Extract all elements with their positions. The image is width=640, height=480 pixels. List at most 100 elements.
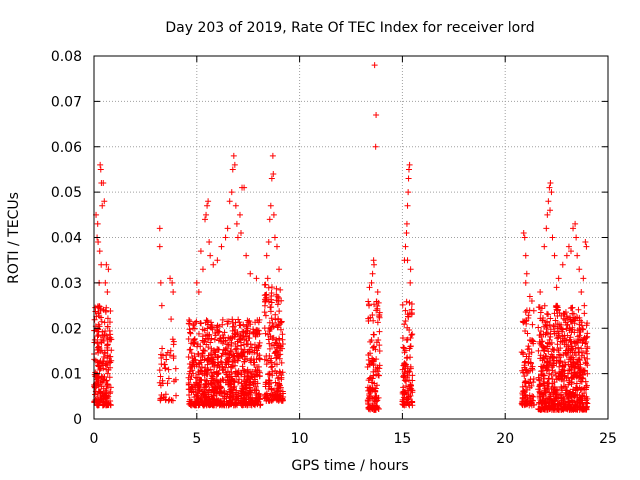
data-point (208, 380, 215, 387)
data-point (101, 198, 108, 205)
data-point (106, 319, 113, 326)
data-point (567, 388, 574, 395)
data-point (371, 331, 378, 338)
data-point (221, 400, 228, 407)
data-point (407, 365, 414, 372)
data-point (374, 288, 381, 295)
data-point (243, 252, 250, 259)
data-point (96, 366, 103, 373)
data-point (374, 364, 381, 371)
data-point (100, 180, 107, 187)
data-point (104, 402, 111, 409)
data-point (186, 391, 193, 398)
data-point (399, 366, 406, 373)
data-point (535, 347, 542, 354)
data-point (231, 161, 238, 168)
data-point (104, 362, 111, 369)
data-point (241, 346, 248, 353)
data-point (222, 337, 229, 344)
data-point (214, 397, 221, 404)
data-point (563, 352, 570, 359)
data-point (156, 225, 163, 232)
data-point (265, 284, 272, 291)
data-point (253, 344, 260, 351)
data-point (265, 331, 272, 338)
data-point (276, 396, 283, 403)
x-tick-label: 25 (599, 431, 617, 447)
data-point (204, 318, 211, 325)
data-point (521, 373, 528, 380)
data-point (571, 329, 578, 336)
data-point (279, 397, 286, 404)
data-point (403, 298, 410, 305)
data-point (267, 202, 274, 209)
y-tick-label: 0.06 (51, 140, 82, 156)
data-point (216, 323, 223, 330)
data-point (256, 339, 263, 346)
y-tick-label: 0.02 (51, 321, 82, 337)
data-point (368, 279, 375, 286)
data-point (159, 345, 166, 352)
data-point (547, 315, 554, 322)
data-point (374, 319, 381, 326)
data-point (275, 297, 282, 304)
data-point (195, 288, 202, 295)
data-point (372, 346, 379, 353)
data-point (210, 402, 217, 409)
data-point (158, 395, 165, 402)
data-point (369, 355, 376, 362)
data-point (545, 348, 552, 355)
data-point (276, 368, 283, 375)
data-point (368, 405, 375, 412)
data-point (159, 352, 166, 359)
data-point (270, 211, 277, 218)
data-point (202, 216, 209, 223)
data-point (275, 316, 282, 323)
data-point (543, 310, 550, 317)
data-point (238, 392, 245, 399)
data-point (262, 312, 269, 319)
data-point (106, 353, 113, 360)
data-point (196, 379, 203, 386)
data-point (540, 391, 547, 398)
data-point (244, 325, 251, 332)
data-points (91, 62, 591, 413)
data-point (164, 349, 171, 356)
data-point (94, 340, 101, 347)
data-point (204, 357, 211, 364)
data-point (566, 325, 573, 332)
data-point (547, 207, 554, 214)
data-point (262, 281, 269, 288)
data-point (521, 397, 528, 404)
data-point (265, 357, 272, 364)
data-point (573, 314, 580, 321)
data-point (234, 393, 241, 400)
data-point (102, 328, 109, 335)
data-point (569, 397, 576, 404)
data-point (555, 347, 562, 354)
data-point (277, 326, 284, 333)
data-point (97, 392, 104, 399)
data-point (262, 379, 269, 386)
data-point (201, 327, 208, 334)
data-point (106, 358, 113, 365)
data-point (577, 361, 584, 368)
data-point (196, 377, 203, 384)
data-point (276, 308, 283, 315)
data-point (199, 266, 206, 273)
data-point (578, 288, 585, 295)
data-point (267, 296, 274, 303)
data-point (565, 395, 572, 402)
data-point (219, 350, 226, 357)
data-point (221, 393, 228, 400)
data-point (247, 379, 254, 386)
data-point (273, 395, 280, 402)
data-point (404, 257, 411, 264)
data-point (582, 239, 589, 246)
data-point (566, 398, 573, 405)
data-point (156, 243, 163, 250)
data-point (194, 389, 201, 396)
data-point (573, 380, 580, 387)
data-point (214, 385, 221, 392)
